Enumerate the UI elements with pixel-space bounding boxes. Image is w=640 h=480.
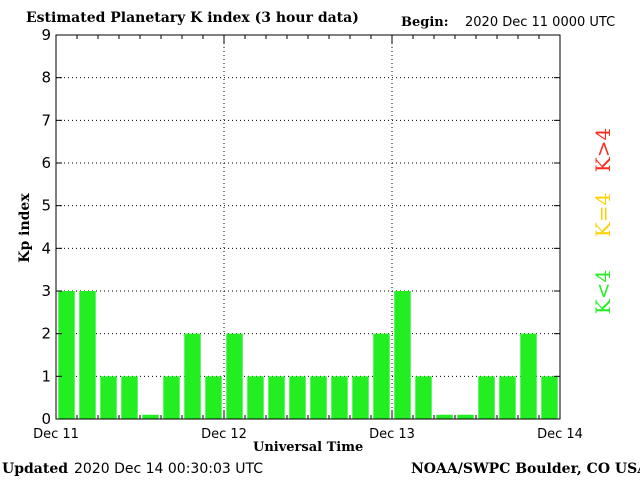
kp-bar bbox=[247, 376, 264, 419]
kp-bar bbox=[520, 333, 537, 419]
y-tick-label: 1 bbox=[41, 367, 51, 385]
begin-value: 2020 Dec 11 0000 UTC bbox=[465, 15, 616, 30]
kp-bar bbox=[58, 291, 75, 419]
kp-bar bbox=[499, 376, 516, 419]
kp-bar bbox=[100, 376, 117, 419]
legend-k-above-4: K>4 bbox=[591, 127, 615, 173]
x-tick-label: Dec 13 bbox=[369, 427, 415, 442]
y-tick-label: 9 bbox=[41, 26, 51, 44]
kp-bar bbox=[436, 414, 453, 419]
kp-bar bbox=[331, 376, 348, 419]
kp-bar bbox=[205, 376, 222, 419]
plot-frame bbox=[55, 34, 561, 420]
kp-bar bbox=[457, 414, 474, 419]
bars bbox=[58, 291, 558, 419]
kp-bar bbox=[268, 376, 285, 419]
kp-bar bbox=[478, 376, 495, 419]
updated-label: Updated bbox=[2, 461, 69, 477]
y-tick-label: 5 bbox=[41, 197, 51, 215]
kp-bar bbox=[121, 376, 138, 419]
y-tick-label: 6 bbox=[41, 154, 51, 172]
y-tick-label: 7 bbox=[41, 111, 51, 129]
kp-bar bbox=[184, 333, 201, 419]
kp-bar bbox=[352, 376, 369, 419]
kp-bar bbox=[226, 333, 243, 419]
x-tick-label: Dec 14 bbox=[537, 427, 583, 442]
credit-line: NOAA/SWPC Boulder, CO USA bbox=[411, 461, 640, 477]
y-tick-label: 0 bbox=[41, 410, 51, 428]
kp-bar bbox=[394, 291, 411, 419]
updated-timestamp: 2020 Dec 14 00:30:03 UTC bbox=[74, 461, 263, 477]
x-tick-label: Dec 11 bbox=[33, 427, 79, 442]
x-tick-label: Dec 12 bbox=[201, 427, 247, 442]
grid-lines bbox=[56, 35, 560, 419]
kp-bar bbox=[289, 376, 306, 419]
kp-bar bbox=[310, 376, 327, 419]
y-tick-label: 2 bbox=[41, 325, 51, 343]
y-tick-label: 4 bbox=[41, 239, 51, 257]
kp-bar bbox=[142, 414, 159, 419]
kp-bar bbox=[373, 333, 390, 419]
y-axis-title: Kp index bbox=[17, 193, 33, 263]
y-tick-label: 3 bbox=[41, 282, 51, 300]
kp-bar bbox=[415, 376, 432, 419]
legend-k-below-4: K<4 bbox=[591, 269, 615, 315]
kp-bar bbox=[79, 291, 96, 419]
y-tick-label: 8 bbox=[41, 69, 51, 87]
x-axis-title: Universal Time bbox=[253, 440, 364, 455]
axis-ticks bbox=[55, 34, 561, 420]
kp-bar bbox=[163, 376, 180, 419]
legend-k-equals-4: K=4 bbox=[591, 192, 615, 238]
chart-title: Estimated Planetary K index (3 hour data… bbox=[26, 10, 359, 26]
begin-label: Begin: bbox=[401, 15, 449, 30]
kp-bar bbox=[541, 376, 558, 419]
tick-labels: 0 1 2 3 4 5 6 7 8 9 Dec 11 Dec 12 Dec 13 Dec 14 bbox=[33, 26, 583, 442]
